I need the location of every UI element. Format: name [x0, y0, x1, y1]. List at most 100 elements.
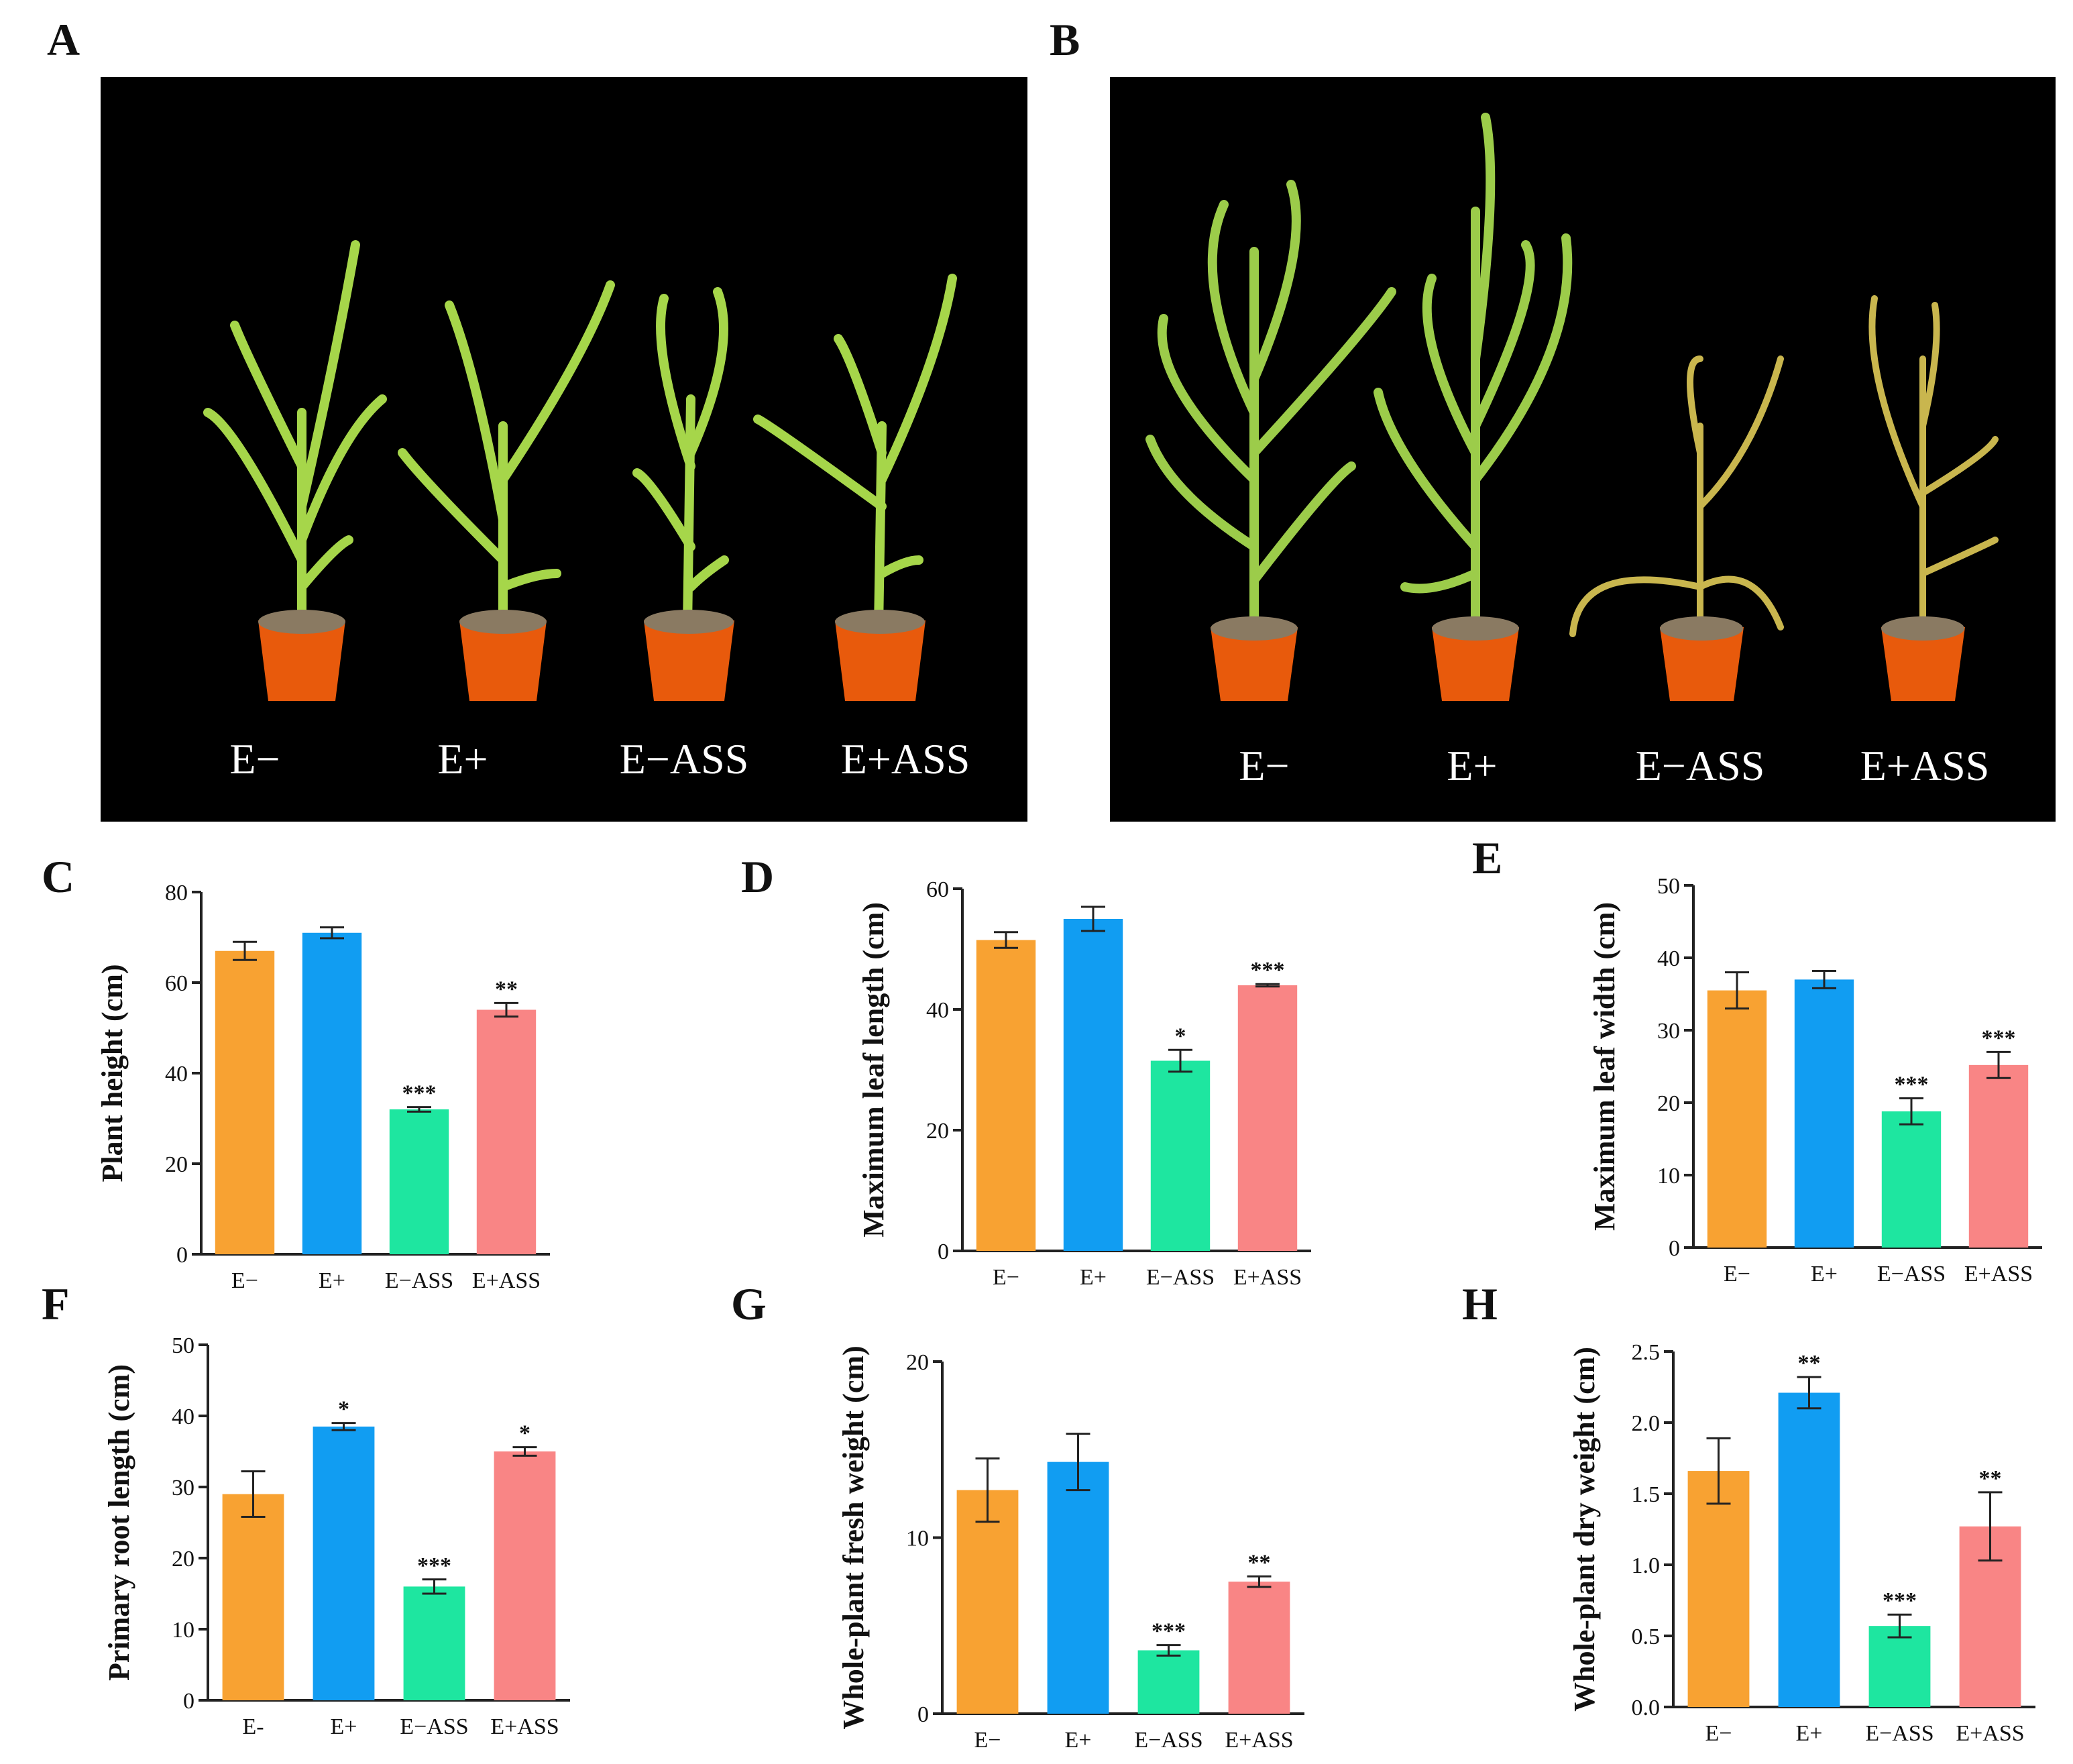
x-category-label: E−ASS	[1146, 1265, 1215, 1290]
bar-eminusass	[1137, 1650, 1200, 1714]
y-tick-label: 2.0	[1632, 1411, 1661, 1436]
bar-eplus	[1794, 979, 1854, 1248]
bar-eplusass	[476, 1009, 537, 1254]
y-tick-label: 50	[1657, 874, 1680, 899]
y-tick-label: 0	[938, 1239, 949, 1264]
bar-eplus	[1063, 919, 1123, 1251]
y-tick-label: 0.5	[1632, 1624, 1661, 1649]
y-axis-label: Whole-plant dry weight (cm)	[1568, 1347, 1601, 1712]
photo-a-label-e-minus-ass: E−ASS	[619, 735, 749, 783]
chart-c-plant-height: 0 20 40 60 80 Plant height (cm) E− E+ *** E−ASS **…	[96, 881, 550, 1293]
bar-eplusass	[494, 1451, 556, 1700]
significance-marker: **	[495, 977, 518, 1001]
y-tick-label: 40	[926, 998, 949, 1023]
x-category-label: E+ASS	[1233, 1265, 1302, 1290]
x-category-label: E−ASS	[400, 1714, 468, 1739]
y-tick-label: 60	[926, 877, 949, 902]
y-tick-label: 40	[172, 1404, 194, 1429]
bar-eminus	[956, 1490, 1019, 1714]
chart-e-max-leaf-width: 0 10 20 30 40 50 Maximum leaf width (cm) E− E+ **…	[1588, 874, 2042, 1286]
photo-b-label-e-plus: E+	[1447, 742, 1498, 789]
x-category-label: E+	[1811, 1262, 1838, 1286]
chart-svg-d: 0 20 40 60 Maximum leaf length (cm) E− E+ * E−AS…	[857, 877, 1311, 1290]
panel-letter-e: E	[1472, 832, 1503, 883]
y-tick-label: 20	[1657, 1091, 1680, 1116]
chart-svg-g: 0 10 20 Whole-plant fresh weight (cm) E− E+ **…	[837, 1345, 1304, 1753]
significance-marker: *	[519, 1421, 530, 1446]
y-tick-label: 10	[1657, 1164, 1680, 1189]
y-tick-label: 2.5	[1632, 1340, 1661, 1365]
y-tick-label: 1.0	[1632, 1553, 1661, 1578]
x-category-label: E−	[993, 1265, 1019, 1290]
y-tick-label: 20	[165, 1152, 188, 1177]
x-category-label: E+ASS	[1964, 1262, 2033, 1286]
plant-illustration-b	[1145, 113, 1999, 701]
bar-eplus	[1778, 1392, 1840, 1707]
x-category-label: E-	[242, 1714, 264, 1739]
photo-a-label-e-plus: E+	[437, 735, 488, 783]
significance-marker: ***	[1251, 958, 1285, 983]
significance-marker: ***	[1895, 1072, 1929, 1097]
x-category-label: E−	[231, 1268, 258, 1293]
significance-marker: *	[338, 1397, 349, 1422]
y-tick-label: 30	[1657, 1019, 1680, 1044]
photo-panel-a: E− E+ E−ASS E+ASS	[101, 77, 1027, 822]
y-tick-label: 0.0	[1632, 1696, 1661, 1720]
x-category-label: E+	[1796, 1721, 1823, 1746]
chart-g-fresh-weight: 0 10 20 Whole-plant fresh weight (cm) E− E+ **…	[837, 1345, 1304, 1753]
bar-eminus	[215, 950, 275, 1254]
x-category-label: E+ASS	[472, 1268, 541, 1293]
y-tick-label: 0	[183, 1689, 194, 1714]
panel-letter-a: A	[47, 14, 80, 65]
chart-svg-h: 0.0 0.5 1.0 1.5 2.0 2.5 Whole-plant dry weight…	[1568, 1340, 2035, 1746]
photo-b-label-e-minus-ass: E−ASS	[1635, 742, 1765, 789]
y-tick-label: 50	[172, 1333, 194, 1358]
x-category-label: E−ASS	[1865, 1721, 1934, 1746]
significance-marker: ***	[1883, 1588, 1917, 1613]
bar-eplus	[302, 932, 362, 1254]
panel-letter-d: D	[741, 851, 775, 902]
significance-marker: ***	[1152, 1619, 1186, 1644]
y-tick-label: 80	[165, 881, 188, 905]
bar-eminus	[1687, 1471, 1750, 1707]
photo-panel-b: E− E+ E−ASS E+ASS	[1110, 77, 2056, 822]
significance-marker: *	[1175, 1024, 1186, 1048]
y-tick-label: 10	[906, 1527, 929, 1551]
y-tick-label: 40	[1657, 946, 1680, 971]
photo-b-label-e-minus: E−	[1239, 742, 1290, 789]
bar-eplusass	[1237, 985, 1298, 1251]
significance-marker: **	[1248, 1550, 1271, 1575]
photo-a-label-e-plus-ass: E+ASS	[840, 735, 970, 783]
chart-svg-e: 0 10 20 30 40 50 Maximum leaf width (cm) E− E+ **…	[1588, 874, 2042, 1286]
significance-marker: **	[1979, 1466, 2002, 1491]
bar-eminusass	[1868, 1626, 1931, 1707]
x-category-label: E−	[974, 1728, 1001, 1753]
bar-eminusass	[1881, 1111, 1942, 1248]
panel-letter-f: F	[42, 1278, 70, 1329]
y-tick-label: 0	[176, 1243, 188, 1268]
y-tick-label: 20	[926, 1119, 949, 1144]
y-tick-label: 1.5	[1632, 1482, 1661, 1507]
panel-letter-g: G	[731, 1278, 767, 1329]
x-category-label: E−ASS	[1134, 1728, 1202, 1753]
y-axis-label: Plant height (cm)	[96, 964, 129, 1182]
x-category-label: E+	[1080, 1265, 1107, 1290]
y-tick-label: 0	[1669, 1236, 1680, 1261]
y-axis-label: Maximum leaf width (cm)	[1588, 902, 1621, 1231]
x-category-label: E−	[1705, 1721, 1732, 1746]
x-category-label: E+	[1065, 1728, 1092, 1753]
significance-marker: ***	[417, 1553, 451, 1578]
significance-marker: ***	[1982, 1026, 2016, 1050]
y-tick-label: 0	[917, 1702, 929, 1727]
x-category-label: E+ASS	[1956, 1721, 2024, 1746]
chart-h-dry-weight: 0.0 0.5 1.0 1.5 2.0 2.5 Whole-plant dry weight…	[1568, 1340, 2035, 1746]
y-tick-label: 30	[172, 1476, 194, 1500]
bar-eminus	[1707, 990, 1767, 1248]
chart-svg-c: 0 20 40 60 80 Plant height (cm) E− E+ *** E−ASS **…	[96, 881, 550, 1293]
bar-eminus	[222, 1494, 284, 1700]
x-category-label: E−ASS	[1877, 1262, 1946, 1286]
x-category-label: E−ASS	[385, 1268, 453, 1293]
bar-eplusass	[1228, 1582, 1290, 1714]
x-category-label: E+ASS	[1225, 1728, 1293, 1753]
bar-eplusass	[1968, 1064, 2029, 1248]
